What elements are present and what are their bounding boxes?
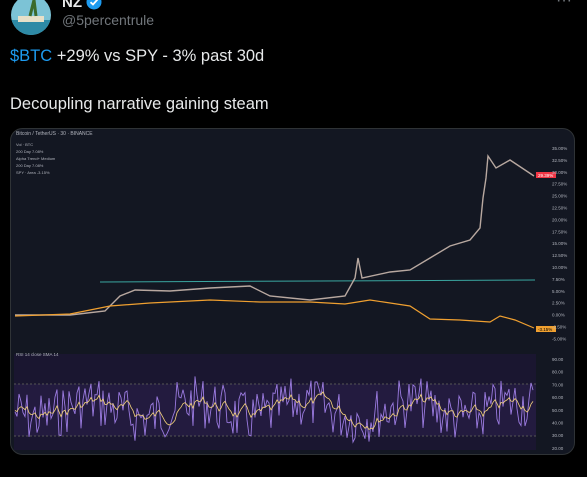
legend-entry: Vol · BTC bbox=[16, 142, 33, 147]
rsi-axis-label: 50.00 bbox=[552, 408, 564, 413]
price-line bbox=[15, 153, 535, 316]
price-axis-label: 10.00% bbox=[552, 265, 567, 270]
author-handle[interactable]: @5percentrule bbox=[62, 12, 155, 28]
rsi-axis-label: 40.00 bbox=[552, 421, 564, 426]
spy-line bbox=[14, 299, 535, 329]
price-axis-label: 25.00% bbox=[552, 194, 567, 199]
price-axis-label: 35.00% bbox=[552, 146, 567, 151]
rsi-axis-label: 30.00 bbox=[552, 433, 564, 438]
price-axis-label: 30.00% bbox=[552, 170, 567, 175]
tweet-line-2: Decoupling narrative gaining steam bbox=[10, 95, 269, 113]
legend-entry: SPY · Area -3.15% bbox=[16, 170, 50, 175]
rsi-axis-label: 60.00 bbox=[552, 395, 564, 400]
author-name-text: NZ bbox=[62, 0, 82, 11]
price-axis-label: 2.50% bbox=[552, 301, 565, 306]
price-axis-label: 32.50% bbox=[552, 158, 567, 163]
price-axis-label: 27.50% bbox=[552, 182, 567, 187]
price-axis-label: 15.00% bbox=[552, 241, 567, 246]
price-axis-label: 5.00% bbox=[552, 289, 565, 294]
chart-title: Bitcoin / TetherUS · 30 · BINANCE bbox=[16, 131, 93, 137]
spy-badge-bg bbox=[536, 326, 556, 332]
price-axis-label: 0.00% bbox=[552, 313, 565, 318]
price-badge-bg bbox=[536, 172, 556, 178]
more-button[interactable]: ··· bbox=[556, 0, 572, 9]
rsi-ma-line bbox=[14, 391, 534, 431]
chart-image[interactable]: Bitcoin / TetherUS · 30 · BINANCE RSI 14… bbox=[10, 128, 575, 455]
price-axis-label: 20.00% bbox=[552, 217, 567, 222]
price-axis-label: 7.50% bbox=[552, 277, 565, 282]
rsi-axis-label: 70.00 bbox=[552, 382, 564, 387]
price-axis-label: 12.50% bbox=[552, 253, 567, 258]
price-axis-label: 17.50% bbox=[552, 229, 567, 234]
price-axis-label: -2.50% bbox=[552, 325, 566, 330]
author-name[interactable]: NZ bbox=[62, 0, 102, 11]
legend-entry: 200 Day 7.08% bbox=[16, 149, 44, 154]
spy-badge: -3.15% bbox=[538, 327, 552, 332]
rsi-axis-label: 80.00 bbox=[552, 370, 564, 375]
avatar[interactable] bbox=[10, 0, 52, 36]
price-badge: 29.39% bbox=[538, 173, 553, 178]
cashtag[interactable]: $BTC bbox=[10, 47, 53, 65]
rsi-line bbox=[14, 376, 534, 444]
legend-entry: Alpha Trend+ Medium bbox=[16, 156, 56, 161]
rsi-label: RSI 14 close SMA 14 bbox=[16, 352, 59, 357]
tweet-line-1: $BTC +29% vs SPY - 3% past 30d bbox=[10, 47, 264, 66]
rsi-axis-label: 20.00 bbox=[552, 446, 564, 451]
price-axis-label: 22.50% bbox=[552, 206, 567, 211]
legend-entry: 200 Day 7.08% bbox=[16, 163, 44, 168]
tweet-text: +29% vs SPY - 3% past 30d bbox=[56, 47, 265, 65]
price-axis-label: -5.00% bbox=[552, 336, 566, 341]
ma-line bbox=[99, 279, 536, 283]
verified-badge bbox=[86, 0, 102, 10]
rsi-axis-label: 90.00 bbox=[552, 357, 564, 362]
